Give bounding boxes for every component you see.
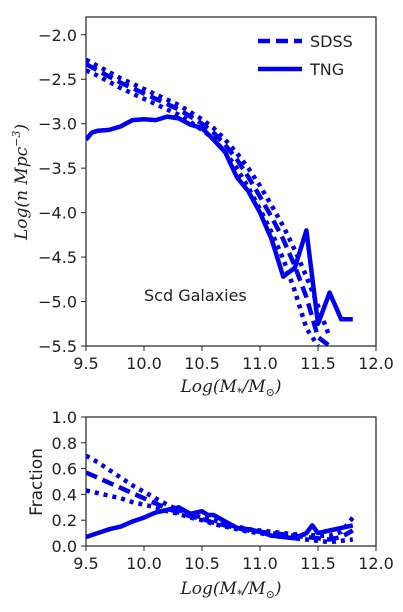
top-y-tick-label: −2.0 [38,26,77,45]
bottom-x-tick-label: 9.5 [73,554,98,573]
bottom-x-axis-label: Log(M*/M⊙) [180,579,282,601]
top-y-tick-label: −2.5 [38,70,77,89]
top-y-tick-label: −5.5 [38,337,77,356]
top-x-tick-label: 9.5 [73,354,98,373]
bottom-x-tick-label: 10.0 [126,554,162,573]
bottom-y-tick-label: 0.4 [52,485,77,504]
top-ticks: 9.5 10.0 10.5 11.0 11.5 12.0 −2.0 −2.5 −3.0 −3.5 −… [38,26,394,373]
top-x-tick-label: 11.0 [242,354,278,373]
top-y-tick-label: −3.0 [38,115,77,134]
legend: SDSS TNG [258,32,353,79]
bottom-series [86,453,355,545]
top-y-tick-label: −4.5 [38,248,77,267]
bottom-x-tick-label: 11.0 [242,554,278,573]
bottom-y-tick-label: 0.2 [52,511,77,530]
bottom-y-tick-label: 1.0 [52,408,77,427]
legend-tng-label: TNG [309,60,344,79]
top-series [86,57,353,346]
bottom-ticks: 9.5 10.0 10.5 11.0 11.5 12.0 0.0 0.2 0.4 0.6 0.8 1.… [52,408,394,573]
bottom-series-sdss-lower [86,488,354,545]
top-axes-frame [85,16,377,347]
density-panel: 9.5 10.0 10.5 11.0 11.5 12.0 −2.0 −2.5 −3.0 −3.5 −… [10,16,394,399]
top-x-tick-label: 11.5 [300,354,336,373]
bottom-y-tick-label: 0.0 [52,537,77,556]
top-y-tick-label: −5.0 [38,293,77,312]
fraction-panel: 9.5 10.0 10.5 11.0 11.5 12.0 0.0 0.2 0.4 0.6 0.8 1.… [27,408,394,601]
annotation-scd-galaxies: Scd Galaxies [144,286,247,305]
top-x-tick-label: 12.0 [358,354,394,373]
top-series-sdss-upper [86,57,332,338]
top-x-tick-label: 10.5 [184,354,220,373]
top-x-tick-label: 10.0 [126,354,162,373]
bottom-series-tng [86,505,354,541]
top-series-tng [86,114,353,327]
bottom-axes-frame [85,416,377,547]
top-y-axis-label: Log(n Mpc−3) [10,124,32,241]
bottom-y-tick-label: 0.8 [52,434,77,453]
bottom-y-axis-label: Fraction [27,448,47,516]
top-series-sdss [86,62,331,346]
bottom-y-tick-label: 0.6 [52,460,77,479]
legend-sdss-label: SDSS [310,32,353,51]
top-y-tick-label: −4.0 [38,204,77,223]
bottom-x-tick-label: 12.0 [358,554,394,573]
top-y-tick-label: −3.5 [38,159,77,178]
bottom-x-tick-label: 11.5 [300,554,336,573]
bottom-x-tick-label: 10.5 [184,554,220,573]
top-x-axis-label: Log(M*/M⊙) [180,377,282,399]
